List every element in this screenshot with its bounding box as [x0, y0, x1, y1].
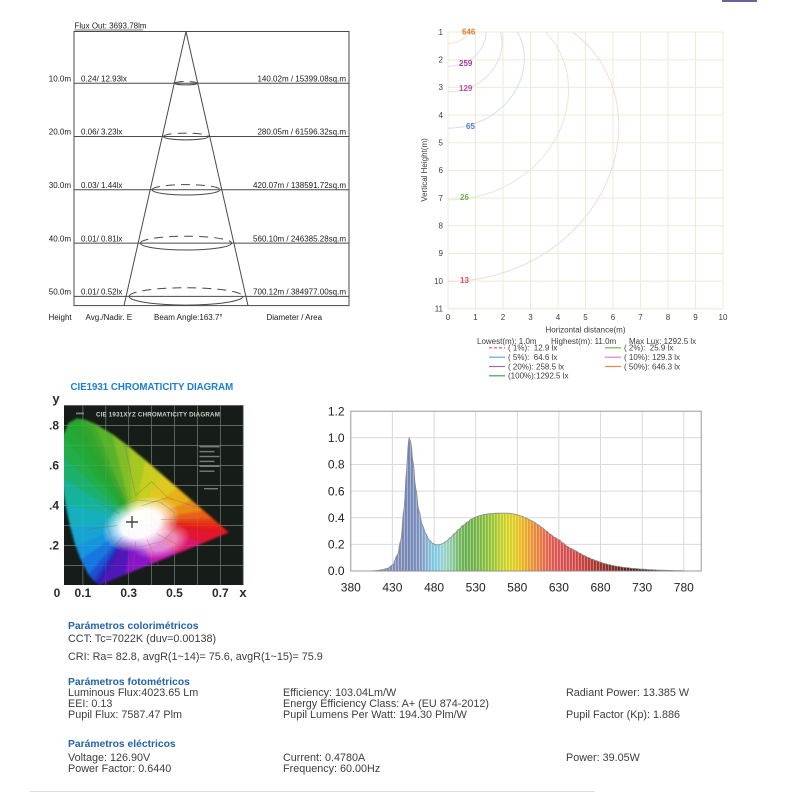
- svg-text:1.0: 1.0: [328, 431, 345, 445]
- svg-text:11: 11: [435, 305, 444, 314]
- svg-text:8: 8: [439, 222, 444, 231]
- svg-text:10: 10: [434, 277, 443, 286]
- svg-text:0.06/ 3.23lx: 0.06/ 3.23lx: [81, 128, 122, 137]
- svg-text:Horizontal distance(m): Horizontal distance(m): [545, 325, 625, 334]
- svg-text:( 20%): 258.5 lx: ( 20%): 258.5 lx: [508, 362, 564, 371]
- svg-text:Lowest(m): 1.0m: Lowest(m): 1.0m: [477, 337, 537, 346]
- svg-text:1: 1: [473, 313, 478, 322]
- svg-text:8: 8: [666, 313, 671, 322]
- svg-text:(100%):1292.5 lx: (100%):1292.5 lx: [508, 372, 568, 381]
- svg-text:1.2: 1.2: [328, 404, 345, 418]
- svg-text:Beam Angle:163.7°: Beam Angle:163.7°: [154, 313, 223, 322]
- svg-text:26: 26: [460, 193, 469, 202]
- svg-text:.6: .6: [49, 459, 59, 473]
- svg-text:.4: .4: [49, 499, 59, 513]
- svg-text:0: 0: [446, 313, 451, 322]
- svg-text:Avg./Nadir. E: Avg./Nadir. E: [86, 313, 133, 322]
- svg-text:13: 13: [460, 276, 469, 285]
- svg-text:0.6: 0.6: [328, 484, 345, 498]
- svg-text:( 10%): 129.3 lx: ( 10%): 129.3 lx: [624, 353, 680, 362]
- svg-text:0.1: 0.1: [75, 586, 92, 600]
- svg-text:140.02m / 15399.08sq.m: 140.02m / 15399.08sq.m: [257, 74, 346, 83]
- svg-text:380: 380: [341, 581, 361, 595]
- svg-text:40.0m: 40.0m: [49, 234, 72, 243]
- svg-text:9: 9: [439, 249, 444, 258]
- svg-text:50.0m: 50.0m: [49, 288, 72, 297]
- svg-text:Diameter / Area: Diameter / Area: [267, 313, 323, 322]
- svg-text:680: 680: [590, 581, 610, 595]
- svg-text:780: 780: [674, 581, 694, 595]
- svg-text:0.5: 0.5: [166, 586, 183, 600]
- svg-text:6: 6: [439, 166, 444, 175]
- svg-text:Flux Out: 3693.78lm: Flux Out: 3693.78lm: [75, 22, 147, 31]
- svg-text:420.07m / 138591.72sq.m: 420.07m / 138591.72sq.m: [253, 181, 346, 190]
- svg-text:129: 129: [459, 84, 473, 93]
- svg-text:Height: Height: [49, 313, 73, 322]
- svg-text:7: 7: [439, 194, 444, 203]
- svg-text:580: 580: [507, 581, 527, 595]
- svg-text:480: 480: [424, 581, 444, 595]
- svg-text:10.0m: 10.0m: [49, 74, 72, 83]
- svg-text:0.2: 0.2: [328, 538, 345, 552]
- svg-text:CIE 1931XYZ CHROMATICITY DIAGR: CIE 1931XYZ CHROMATICITY DIAGRAM: [96, 412, 220, 419]
- svg-text:630: 630: [549, 581, 569, 595]
- svg-text:259: 259: [459, 59, 473, 68]
- svg-text:4: 4: [556, 313, 561, 322]
- svg-text:0.8: 0.8: [328, 458, 345, 472]
- svg-text:2: 2: [439, 55, 444, 64]
- svg-text:0.7: 0.7: [212, 586, 229, 600]
- svg-text:0: 0: [54, 586, 61, 600]
- svg-text:( 1%): 12.9 lx: ( 1%): 12.9 lx: [508, 344, 557, 353]
- svg-text:65: 65: [466, 122, 475, 131]
- svg-text:0.0: 0.0: [328, 564, 345, 578]
- svg-text:Highest(m): 11.0m: Highest(m): 11.0m: [551, 337, 617, 346]
- svg-text:1: 1: [439, 28, 444, 37]
- svg-text:3: 3: [528, 313, 533, 322]
- svg-text:6: 6: [611, 313, 616, 322]
- svg-text:( 5%): 64.6 lx: ( 5%): 64.6 lx: [508, 353, 557, 362]
- svg-text:.8: .8: [49, 419, 59, 433]
- svg-text:280.05m / 61596.32sq.m: 280.05m / 61596.32sq.m: [257, 128, 346, 137]
- svg-text:7: 7: [638, 313, 643, 322]
- svg-text:Vertical Height(m): Vertical Height(m): [420, 138, 429, 202]
- svg-text:560.10m / 246385.28sq.m: 560.10m / 246385.28sq.m: [253, 234, 346, 243]
- svg-text:0.01/ 0.52lx: 0.01/ 0.52lx: [81, 288, 122, 297]
- svg-text:5: 5: [439, 139, 444, 148]
- svg-text:0.24/ 12.93lx: 0.24/ 12.93lx: [81, 74, 127, 83]
- svg-text:646: 646: [462, 28, 476, 37]
- svg-text:( 50%): 646.3 lx: ( 50%): 646.3 lx: [624, 362, 680, 371]
- svg-text:700.12m / 384977.00sq.m: 700.12m / 384977.00sq.m: [253, 288, 346, 297]
- svg-text:y: y: [52, 391, 60, 406]
- svg-text:2: 2: [501, 313, 506, 322]
- svg-text:0.01/ 0.81lx: 0.01/ 0.81lx: [81, 234, 122, 243]
- svg-text:.2: .2: [49, 539, 59, 553]
- svg-text:30.0m: 30.0m: [49, 181, 72, 190]
- svg-text:( 2%): 25.9 lx: ( 2%): 25.9 lx: [624, 344, 673, 353]
- svg-text:x: x: [239, 585, 247, 600]
- svg-text:Max Lux: 1292.5 lx: Max Lux: 1292.5 lx: [629, 337, 696, 346]
- svg-text:0.3: 0.3: [120, 586, 137, 600]
- svg-text:430: 430: [382, 581, 402, 595]
- svg-text:9: 9: [693, 313, 698, 322]
- svg-text:4: 4: [439, 111, 444, 120]
- svg-text:730: 730: [632, 581, 652, 595]
- svg-text:530: 530: [466, 581, 486, 595]
- svg-text:0.4: 0.4: [328, 511, 345, 525]
- svg-text:3: 3: [439, 83, 444, 92]
- svg-text:20.0m: 20.0m: [49, 128, 72, 137]
- svg-text:0.03/ 1.44lx: 0.03/ 1.44lx: [81, 181, 122, 190]
- svg-text:10: 10: [719, 313, 728, 322]
- svg-text:5: 5: [583, 313, 588, 322]
